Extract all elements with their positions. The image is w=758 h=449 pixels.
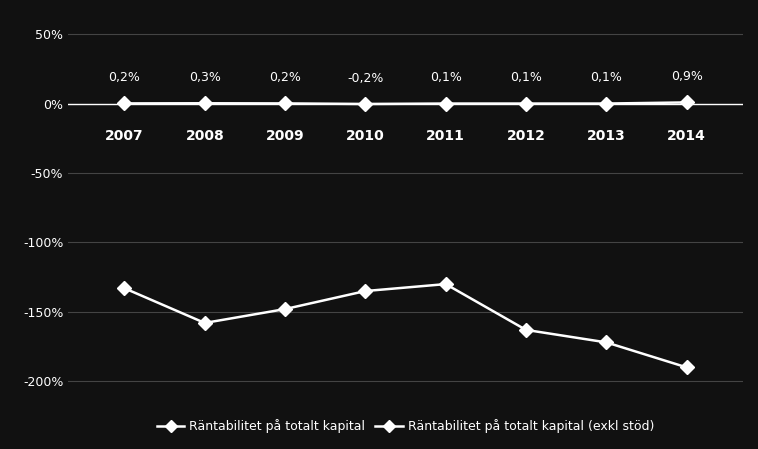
Text: 0,1%: 0,1% [430,71,462,84]
Text: 2013: 2013 [587,129,625,143]
Text: 0,1%: 0,1% [510,71,542,84]
Text: 0,2%: 0,2% [269,71,301,84]
Text: -0,2%: -0,2% [347,71,384,84]
Text: 2008: 2008 [186,129,224,143]
Text: 2012: 2012 [506,129,546,143]
Text: 2007: 2007 [105,129,144,143]
Legend: Räntabilitet på totalt kapital, Räntabilitet på totalt kapital (exkl stöd): Räntabilitet på totalt kapital, Räntabil… [152,414,659,439]
Text: 2014: 2014 [667,129,706,143]
Text: 2011: 2011 [426,129,465,143]
Text: 0,2%: 0,2% [108,71,140,84]
Text: 2009: 2009 [266,129,305,143]
Text: 2010: 2010 [346,129,385,143]
Text: 0,1%: 0,1% [590,71,622,84]
Text: 0,3%: 0,3% [189,71,221,84]
Text: 0,9%: 0,9% [671,70,703,83]
